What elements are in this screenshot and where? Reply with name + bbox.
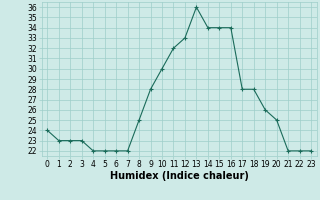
X-axis label: Humidex (Indice chaleur): Humidex (Indice chaleur) xyxy=(110,171,249,181)
